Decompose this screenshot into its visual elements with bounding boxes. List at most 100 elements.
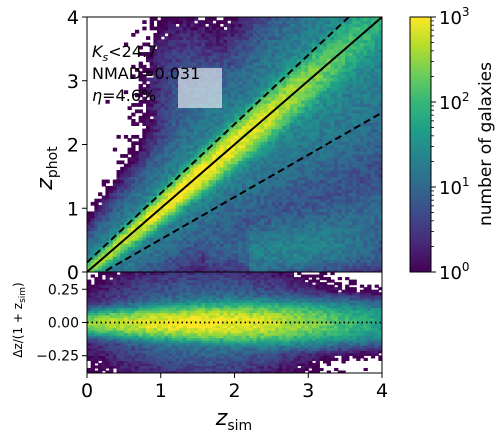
top-density-cell: [267, 205, 272, 209]
top-density-cell: [175, 99, 180, 104]
top-density-cell: [256, 23, 261, 28]
top-density-cell: [256, 93, 261, 98]
top-density-cell: [282, 185, 287, 190]
top-density-cell: [230, 64, 236, 69]
top-density-cell: [219, 208, 225, 213]
top-density-cell: [304, 36, 309, 40]
top-density-cell: [286, 93, 291, 98]
top-density-cell: [219, 236, 225, 241]
top-density-cell: [326, 17, 331, 21]
top-density-cell: [157, 122, 162, 126]
top-density-cell: [264, 119, 269, 123]
top-density-cell: [260, 87, 265, 91]
top-density-cell: [260, 249, 265, 254]
top-density-cell: [282, 52, 287, 56]
top-density-cell: [323, 55, 328, 60]
top-density-cell: [134, 163, 140, 168]
top-density-cell: [138, 166, 143, 171]
top-density-cell: [230, 157, 236, 162]
top-density-cell: [341, 138, 346, 142]
top-density-cell: [219, 189, 225, 193]
top-density-cell: [286, 80, 291, 85]
top-density-cell: [286, 131, 291, 136]
top-density-cell: [334, 128, 339, 133]
top-density-cell: [186, 163, 191, 168]
top-density-cell: [205, 185, 210, 190]
top-density-cell: [116, 208, 121, 213]
top-density-cell: [197, 23, 202, 28]
top-density-cell: [348, 214, 354, 219]
top-density-cell: [334, 87, 339, 91]
top-density-cell: [123, 163, 129, 168]
top-density-cell: [160, 227, 166, 232]
top-density-cell: [142, 249, 147, 254]
top-density-cell: [300, 160, 306, 165]
top-density-cell: [164, 58, 169, 63]
top-density-cell: [216, 256, 221, 260]
top-density-cell: [234, 112, 239, 117]
top-density-cell: [160, 23, 166, 28]
top-density-cell: [138, 93, 143, 98]
top-density-cell: [238, 141, 243, 146]
top-density-cell: [212, 131, 217, 136]
top-density-cell: [127, 198, 132, 203]
top-density-cell: [252, 134, 258, 139]
top-density-cell: [271, 26, 276, 31]
top-density-cell: [153, 173, 158, 177]
top-density-cell: [260, 246, 265, 251]
top-density-cell: [289, 170, 295, 174]
top-density-cell: [216, 131, 221, 136]
top-density-cell: [282, 195, 287, 200]
top-density-cell: [337, 240, 343, 244]
top-density-cell: [160, 17, 166, 21]
top-density-cell: [334, 125, 339, 130]
top-density-cell: [105, 262, 110, 267]
top-density-cell: [197, 217, 202, 222]
top-density-cell: [289, 205, 295, 209]
top-density-cell: [300, 182, 306, 187]
top-density-cell: [153, 262, 158, 267]
top-density-cell: [120, 195, 125, 200]
top-density-cell: [179, 252, 184, 257]
top-density-cell: [282, 74, 287, 79]
top-density-cell: [241, 150, 247, 155]
top-density-cell: [153, 52, 158, 56]
top-density-cell: [278, 58, 284, 63]
top-density-cell: [201, 154, 206, 158]
top-density-cell: [197, 179, 202, 184]
top-density-cell: [212, 252, 217, 257]
top-density-cell: [197, 208, 202, 213]
top-density-cell: [112, 195, 118, 200]
top-density-cell: [205, 17, 210, 21]
top-density-cell: [216, 179, 221, 184]
top-density-cell: [300, 192, 306, 197]
top-density-cell: [308, 185, 313, 190]
top-density-cell: [197, 32, 202, 37]
top-density-cell: [326, 39, 331, 44]
top-density-cell: [131, 233, 136, 238]
top-density-cell: [186, 106, 191, 111]
top-density-cell: [134, 265, 140, 270]
top-density-cell: [179, 262, 184, 267]
top-density-cell: [171, 83, 177, 88]
top-density-cell: [330, 141, 335, 146]
top-density-cell: [267, 83, 272, 88]
top-density-cell: [341, 131, 346, 136]
top-density-cell: [260, 90, 265, 95]
top-density-cell: [182, 150, 188, 155]
top-density-cell: [182, 138, 188, 142]
top-density-cell: [293, 96, 298, 101]
top-density-cell: [341, 252, 346, 257]
top-density-cell: [245, 205, 250, 209]
top-density-cell: [249, 74, 254, 79]
top-density-cell: [212, 125, 217, 130]
top-density-cell: [230, 128, 236, 133]
top-density-cell: [252, 42, 258, 47]
top-density-cell: [289, 26, 295, 31]
top-density-cell: [271, 221, 276, 225]
top-density-cell: [337, 119, 343, 123]
top-density-cell: [341, 224, 346, 228]
top-density-cell: [171, 58, 177, 63]
top-density-cell: [142, 230, 147, 235]
top-density-cell: [319, 227, 324, 232]
